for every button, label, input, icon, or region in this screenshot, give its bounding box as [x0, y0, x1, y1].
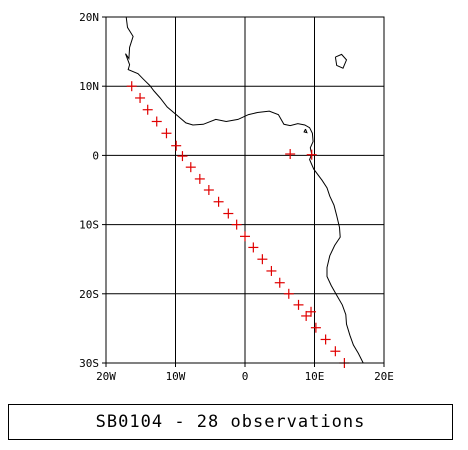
x-tick-label: 10W	[166, 370, 186, 383]
observation-marker	[306, 149, 317, 160]
observation-marker	[283, 288, 294, 299]
observation-marker	[266, 265, 277, 276]
y-tick-label: 20N	[79, 11, 99, 24]
observation-marker	[330, 346, 341, 357]
observation-marker	[223, 208, 234, 219]
africa-coastline	[125, 16, 364, 364]
observation-marker	[257, 254, 268, 265]
island-outline	[303, 128, 308, 134]
observation-marker	[194, 173, 205, 184]
observation-markers	[126, 81, 350, 368]
observation-marker	[185, 162, 196, 173]
observation-marker	[301, 310, 312, 321]
observation-marker	[320, 334, 331, 345]
grid-lines	[105, 16, 385, 364]
island-outline	[334, 53, 348, 69]
x-tick-label: 10E	[305, 370, 325, 383]
observation-marker	[240, 231, 250, 242]
observation-marker	[161, 128, 172, 139]
observation-marker	[248, 242, 259, 253]
caption-box: SB0104 - 28 observations	[8, 404, 453, 440]
observation-marker	[310, 322, 321, 333]
x-tick-label: 20E	[374, 370, 394, 383]
observation-marker	[285, 149, 296, 160]
y-tick-label: 30S	[79, 357, 99, 370]
axis-tick-labels: 20W 10W 0 10E 20E 20N 10N 0 10S 20S 30S	[79, 11, 394, 383]
y-tick-label: 10N	[79, 80, 99, 93]
observation-marker	[274, 277, 285, 288]
observation-marker	[177, 151, 188, 162]
observation-marker	[171, 140, 182, 151]
observation-marker	[151, 116, 162, 127]
caption-text: SB0104 - 28 observations	[95, 412, 366, 432]
observation-marker	[142, 104, 153, 115]
observation-marker	[135, 92, 146, 103]
observation-marker	[126, 81, 137, 92]
y-tick-label: 10S	[79, 219, 99, 232]
y-tick-label: 0	[92, 149, 99, 162]
observation-marker	[231, 219, 242, 230]
map-plot: 20W 10W 0 10E 20E 20N 10N 0 10S 20S 30S	[79, 11, 394, 383]
y-tick-label: 20S	[79, 288, 99, 301]
observation-marker	[203, 185, 214, 195]
observation-marker	[306, 306, 317, 317]
observation-marker	[213, 196, 224, 207]
x-tick-label: 20W	[96, 370, 116, 383]
coastline	[125, 16, 364, 364]
observation-marker	[293, 299, 304, 310]
x-tick-label: 0	[242, 370, 249, 383]
